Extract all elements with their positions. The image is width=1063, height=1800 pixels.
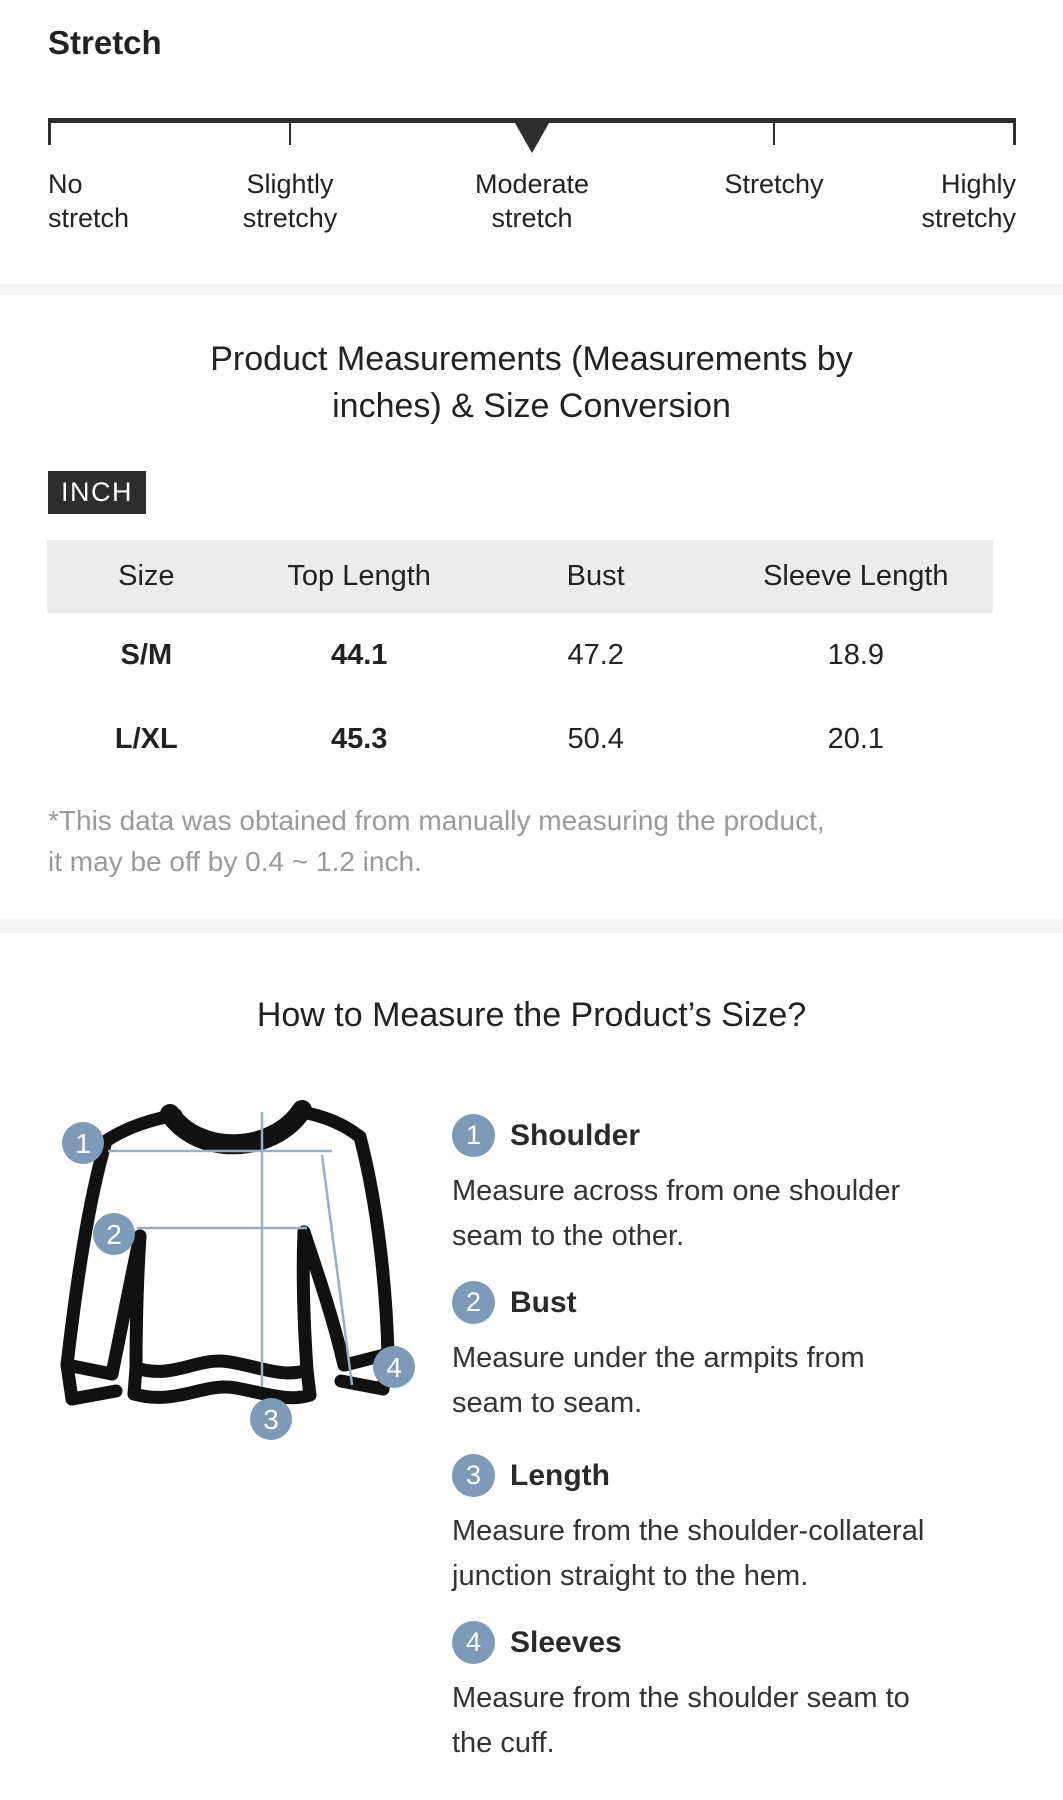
stretch-level-stretchy: Stretchy (724, 169, 824, 199)
step-title: Length (510, 1458, 610, 1492)
stretch-level-marker-icon (515, 123, 549, 153)
size-table: Size Top Length Bust Sleeve Length S/M 4… (47, 540, 993, 781)
svg-text:4: 4 (386, 1352, 402, 1383)
step-number-badge: 1 (452, 1114, 495, 1157)
cell-top-length: 44.1 (330, 638, 388, 671)
cell-sleeve-length: 20.1 (827, 722, 885, 755)
sweater-collar (160, 1100, 312, 1155)
step-title: Sleeves (510, 1625, 622, 1659)
stretch-tick-3 (773, 123, 775, 145)
svg-text:1: 1 (75, 1128, 91, 1159)
step-number-badge: 4 (452, 1621, 495, 1664)
stretch-tick-4 (1013, 123, 1016, 145)
diagram-step-marker-1 (62, 1122, 104, 1164)
stretch-level-slightly-stretchy: Slightly stretchy (242, 169, 338, 233)
table-row: L/XL 45.3 50.4 20.1 (47, 697, 993, 781)
measurements-heading: Product Measurements (Measurements by in… (210, 340, 853, 425)
step-number-badge: 3 (452, 1454, 495, 1497)
section-divider (0, 284, 1063, 295)
stretch-tick-0 (48, 123, 51, 145)
stretch-section-title: Stretch (48, 24, 162, 61)
step-title: Bust (510, 1285, 577, 1319)
step-number-badge: 2 (452, 1281, 495, 1324)
diagram-step-marker-4 (373, 1346, 415, 1388)
svg-text:3: 3 (263, 1404, 279, 1435)
col-header-sleeve-length: Sleeve Length (763, 560, 949, 592)
stretch-level-moderate-stretch: Moderate stretch (474, 169, 590, 233)
step-description: Measure from the shoulder-collateral jun… (452, 1515, 925, 1592)
cell-bust: 50.4 (567, 722, 624, 755)
step-title: Shoulder (510, 1118, 641, 1152)
diagram-step-marker-3 (250, 1398, 292, 1440)
measure-step-bust: 2 Bust Measure under the armpits from se… (452, 1281, 1052, 1426)
measurement-disclaimer: *This data was obtained from manually me… (48, 805, 825, 877)
size-table-header: Size Top Length Bust Sleeve Length (47, 540, 993, 613)
measure-step-sleeves: 4 Sleeves Measure from the shoulder seam… (452, 1621, 1052, 1766)
measure-step-shoulder: 1 Shoulder Measure across from one shoul… (452, 1114, 1052, 1259)
cell-sleeve-length: 18.9 (827, 638, 885, 671)
unit-badge-inch[interactable]: INCH (48, 471, 146, 514)
table-row: S/M 44.1 47.2 18.9 (47, 613, 993, 697)
cell-size: L/XL (114, 722, 178, 755)
stretch-level-no-stretch: No stretch (48, 169, 130, 233)
how-to-measure-heading: How to Measure the Product’s Size? (256, 996, 807, 1034)
stretch-tick-1 (289, 123, 291, 145)
measure-step-length: 3 Length Measure from the shoulder-colla… (452, 1454, 1052, 1599)
col-header-top-length: Top Length (287, 560, 431, 592)
sweater-measure-diagram: 1 2 3 4 (60, 1100, 415, 1440)
col-header-size: Size (118, 560, 175, 592)
stretch-scale-bar (48, 118, 1016, 123)
cell-size: S/M (120, 638, 173, 671)
step-description: Measure from the shoulder seam to the cu… (452, 1682, 910, 1759)
diagram-step-marker-2 (93, 1213, 135, 1255)
stretch-level-highly-stretchy: Highly stretchy (921, 169, 1016, 233)
section-divider (0, 919, 1063, 933)
cell-top-length: 45.3 (330, 722, 388, 755)
sleeve-measure-line (320, 1154, 354, 1386)
cell-bust: 47.2 (567, 638, 624, 671)
step-description: Measure under the armpits from seam to s… (452, 1342, 865, 1419)
stretch-scale: No stretch Slightly stretchy Moderate st… (48, 118, 1016, 248)
col-header-bust: Bust (566, 560, 625, 592)
step-description: Measure across from one shoulder seam to… (452, 1175, 901, 1252)
svg-text:2: 2 (106, 1219, 122, 1250)
